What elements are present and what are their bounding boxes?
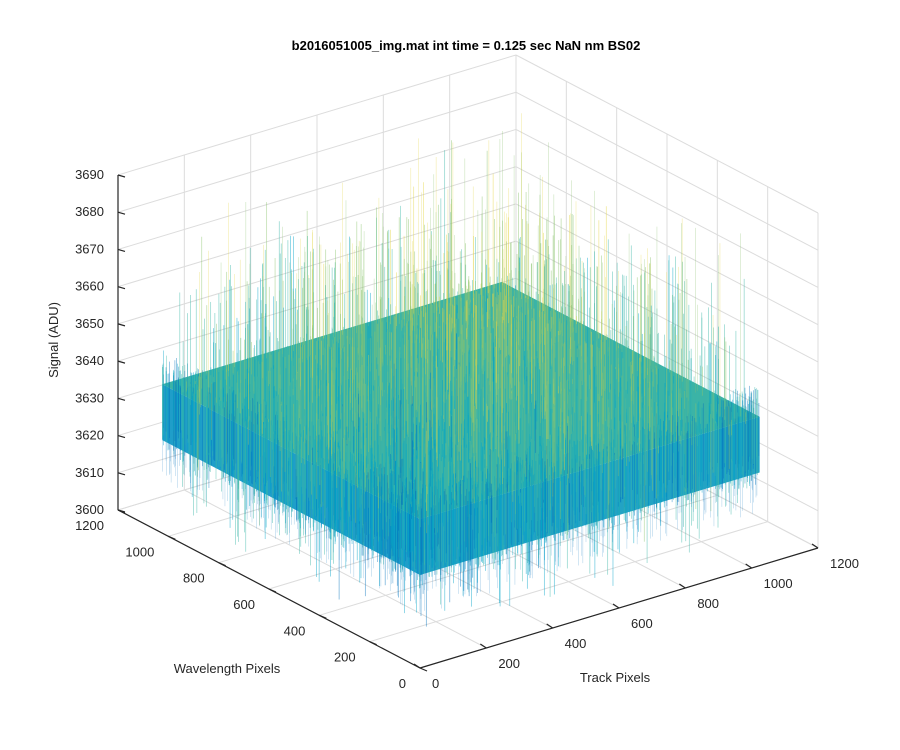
axes bbox=[117, 174, 819, 672]
y-tick-label: 400 bbox=[284, 623, 306, 638]
x-tick-mark bbox=[612, 603, 620, 609]
z-tick-label: 3650 bbox=[75, 316, 104, 331]
z-tick-mark bbox=[117, 397, 126, 401]
right-wall-grid-z bbox=[515, 240, 819, 400]
z-tick-label: 3690 bbox=[75, 167, 104, 182]
back-wall-grid-z bbox=[117, 166, 517, 288]
z-tick-label: 3600 bbox=[75, 502, 104, 517]
y-axis-label: Wavelength Pixels bbox=[174, 661, 281, 676]
floor-grid-y bbox=[319, 494, 718, 616]
back-wall-grid-z bbox=[117, 128, 517, 250]
right-wall-grid-z bbox=[515, 277, 819, 437]
z-tick-label: 3680 bbox=[75, 204, 104, 219]
back-wall-grid-z bbox=[117, 240, 517, 362]
x-tick-mark bbox=[679, 583, 686, 589]
surface-plot bbox=[161, 113, 760, 627]
x-tick-mark bbox=[413, 663, 421, 669]
y-tick-label: 800 bbox=[183, 571, 205, 586]
z-tick-mark bbox=[117, 248, 126, 253]
z-tick-mark bbox=[117, 323, 126, 327]
x-tick-label: 0 bbox=[432, 676, 439, 691]
x-tick-label: 600 bbox=[631, 616, 653, 631]
back-wall-grid-z bbox=[117, 91, 517, 213]
z-tick-mark bbox=[117, 286, 126, 290]
floor-grid-y bbox=[369, 521, 768, 643]
y-tick-mark bbox=[419, 667, 428, 672]
y-tick-mark bbox=[319, 614, 327, 619]
x-tick-mark bbox=[480, 643, 487, 649]
right-wall-grid-z bbox=[515, 129, 819, 288]
right-wall-grid-z bbox=[515, 166, 819, 326]
z-tick-mark bbox=[117, 360, 126, 364]
x-tick-mark bbox=[745, 563, 752, 569]
y-tick-label: 0 bbox=[399, 676, 406, 691]
y-tick-mark bbox=[268, 588, 277, 593]
y-tick-mark bbox=[218, 562, 226, 567]
x-tick-mark bbox=[811, 543, 819, 549]
z-tick-mark bbox=[117, 472, 126, 476]
right-wall-grid-z bbox=[515, 203, 819, 363]
y-tick-label: 1200 bbox=[75, 518, 104, 533]
z-tick-mark bbox=[117, 434, 126, 439]
chart-title: b2016051005_img.mat int time = 0.125 sec… bbox=[292, 38, 641, 53]
x-tick-label: 200 bbox=[498, 656, 520, 671]
z-tick-mark bbox=[117, 211, 126, 215]
right-wall-grid-z bbox=[515, 54, 819, 214]
z-tick-label: 3630 bbox=[75, 390, 104, 405]
x-axis-label: Track Pixels bbox=[580, 670, 651, 685]
tick-labels: 0 200 400 600 800 1000 1200 0 200 400 600 800 1000 12… bbox=[75, 167, 859, 691]
z-tick-label: 3640 bbox=[75, 353, 104, 368]
z-tick-label: 3670 bbox=[75, 241, 104, 256]
z-tick-mark bbox=[117, 509, 126, 513]
z-tick-mark bbox=[117, 174, 126, 178]
z-tick-label: 3620 bbox=[75, 428, 104, 443]
x-tick-mark bbox=[546, 623, 553, 629]
back-wall-grid-z bbox=[117, 54, 517, 176]
z-axis-label: Signal (ADU) bbox=[46, 302, 61, 378]
y-tick-mark bbox=[168, 535, 176, 540]
right-wall-grid-z bbox=[515, 91, 819, 251]
y-tick-label: 200 bbox=[334, 650, 356, 665]
z-tick-label: 3660 bbox=[75, 279, 104, 294]
x-tick-label: 1000 bbox=[764, 576, 793, 591]
x-tick-label: 1200 bbox=[830, 556, 859, 571]
y-tick-label: 1000 bbox=[125, 544, 154, 559]
back-wall-grid-z bbox=[117, 203, 517, 325]
x-tick-label: 400 bbox=[565, 636, 587, 651]
z-tick-label: 3610 bbox=[75, 465, 104, 480]
x-tick-label: 800 bbox=[697, 596, 719, 611]
y-tick-mark bbox=[369, 641, 377, 646]
y-tick-label: 600 bbox=[233, 597, 255, 612]
